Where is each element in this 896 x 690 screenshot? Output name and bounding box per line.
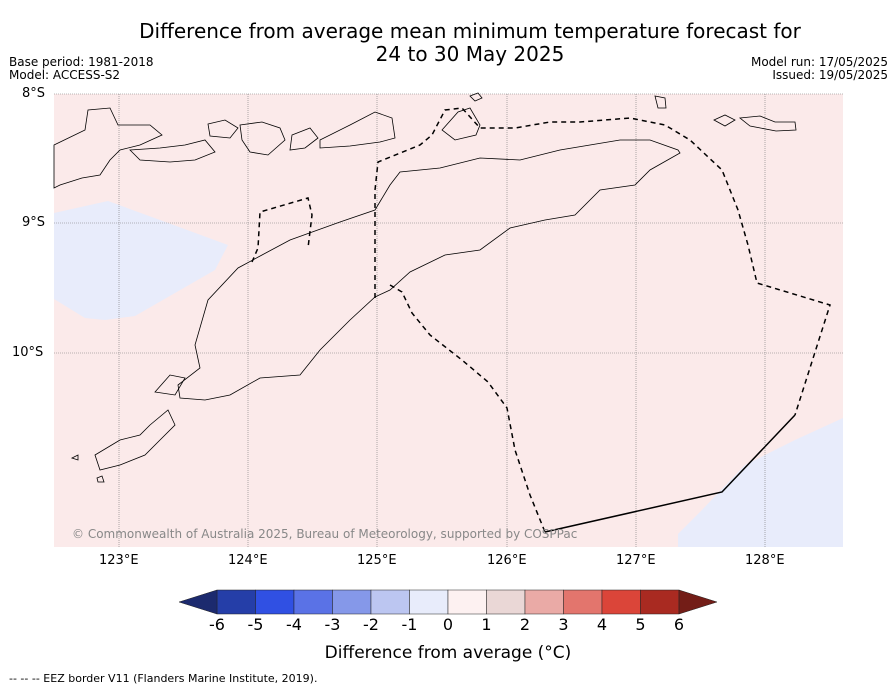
lon-label-125e: 125°E (357, 553, 397, 568)
gridlines (54, 93, 843, 547)
colorbar-bin (216, 589, 256, 615)
coastline-moa (738, 115, 797, 132)
colorbar-tick-label: 3 (558, 615, 569, 634)
coastline-sumba-east (94, 409, 176, 471)
coastline-sawu (70, 454, 79, 461)
colorbar-bin (409, 589, 449, 615)
map-background (54, 94, 843, 547)
colorbar-tick-label: -1 (401, 615, 418, 634)
coastline-kisar (654, 95, 667, 109)
colorbar-tick-label: 1 (481, 615, 492, 634)
colorbar-tick-label: 2 (519, 615, 531, 634)
coastlines (53, 92, 797, 483)
colorbar-bin (293, 589, 333, 615)
lon-label-128e: 128°E (745, 553, 785, 568)
base-period: Base period: 1981-2018 (9, 55, 154, 69)
colorbar-tick-label: -4 (286, 615, 302, 634)
colorbar-tick-label: -5 (247, 615, 264, 634)
coastline-timor (177, 139, 681, 401)
colorbar-bin (447, 589, 487, 615)
coastline-lembata (239, 121, 286, 156)
eez-border-oecusse (251, 197, 313, 263)
coastline-flores (53, 107, 163, 189)
colorbar (178, 589, 718, 615)
coastline-rote (154, 374, 186, 396)
eez-legend-note: -- -- -- EEZ border V11 (Flanders Marine… (9, 672, 318, 685)
colorbar-bin (255, 589, 295, 615)
issued-date: Issued: 19/05/2025 (772, 68, 888, 82)
colorbar-extend-low (178, 589, 218, 615)
model-info: Base period: 1981-2018 Model: ACCESS-S2 (9, 56, 154, 82)
colorbar-tick-label: -2 (363, 615, 379, 634)
eez-borders (251, 107, 831, 533)
coastline-alor (319, 111, 396, 149)
coastline-solor (129, 139, 216, 163)
coastline-wetar (441, 107, 481, 141)
colorbar-bin (601, 589, 641, 615)
cool-region-west (54, 201, 228, 320)
colorbar-bin (332, 589, 372, 615)
coastline-leti (713, 114, 736, 127)
cool-region-southeast (678, 418, 843, 547)
coastline-adonara (207, 119, 239, 139)
colorbar-bin (370, 589, 410, 615)
colorbar-bin (563, 589, 603, 615)
run-info: Model run: 17/05/2025 Issued: 19/05/2025 (751, 56, 888, 82)
colorbar-extend-high (678, 589, 718, 615)
eez-border-timor-leste-north (374, 107, 831, 416)
title-line-1: Difference from average mean minimum tem… (139, 19, 801, 43)
chart-title: Difference from average mean minimum tem… (0, 20, 896, 66)
colorbar-tick-label: -3 (324, 615, 341, 634)
colorbar-tick-label: -6 (209, 615, 225, 634)
lon-label-123e: 123°E (99, 553, 139, 568)
colorbar-bin (524, 589, 564, 615)
colorbar-tick-label: 5 (635, 615, 646, 634)
colorbar-tick-label: 6 (673, 615, 685, 634)
lon-label-127e: 127°E (616, 553, 656, 568)
seabed-boundary-line (544, 414, 796, 533)
lon-label-126e: 126°E (487, 553, 527, 568)
colorbar-tick-label: 0 (442, 615, 454, 634)
lat-label-10s: 10°S (12, 345, 44, 360)
model-run: Model run: 17/05/2025 (750, 55, 888, 69)
title-line-2: 24 to 30 May 2025 (375, 42, 565, 66)
lat-label-9s: 9°S (22, 215, 46, 230)
colorbar-tick-label: 4 (596, 615, 608, 634)
lat-label-8s: 8°S (22, 86, 46, 101)
colorbar-label: Difference from average (°C) (324, 643, 572, 663)
coastline-atauro (469, 92, 483, 102)
coastline-raijua (96, 475, 105, 483)
lon-label-124e: 124°E (228, 553, 268, 568)
colorbar-bin (486, 589, 526, 615)
model-name: Model: ACCESS-S2 (9, 68, 121, 82)
copyright-notice: © Commonwealth of Australia 2025, Bureau… (72, 527, 577, 541)
colorbar-bin (640, 589, 680, 615)
coastline-pantar (289, 127, 319, 151)
eez-border-timor-leste-south (389, 284, 546, 533)
